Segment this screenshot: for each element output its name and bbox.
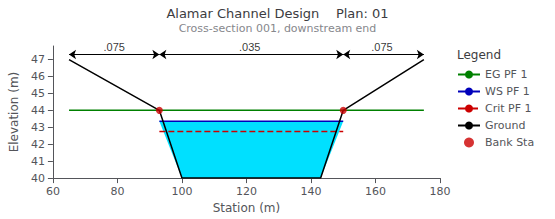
svg-text:WS PF 1: WS PF 1 (485, 85, 530, 98)
svg-text:Crit PF 1: Crit PF 1 (485, 102, 532, 115)
svg-text:Alamar Channel Design Plan:: Alamar Channel Design Plan: 01 (166, 6, 388, 21)
svg-text:Ground: Ground (485, 119, 525, 132)
svg-text:160: 160 (365, 185, 386, 198)
svg-text:180: 180 (430, 185, 451, 198)
svg-text:140: 140 (300, 185, 321, 198)
svg-text:43: 43 (31, 121, 45, 134)
svg-text:EG PF 1: EG PF 1 (485, 68, 527, 81)
svg-text:Bank Sta: Bank Sta (485, 136, 534, 149)
svg-text:.035: .035 (239, 41, 260, 53)
svg-text:.075: .075 (371, 41, 392, 53)
svg-text:44: 44 (31, 104, 45, 117)
svg-text:47: 47 (31, 53, 45, 66)
svg-text:42: 42 (31, 138, 45, 151)
svg-text:80: 80 (110, 185, 124, 198)
svg-text:Legend: Legend (457, 48, 501, 62)
svg-text:Elevation (m): Elevation (m) (7, 72, 21, 153)
svg-text:40: 40 (31, 172, 45, 185)
svg-text:60: 60 (46, 185, 60, 198)
svg-text:Station (m): Station (m) (213, 201, 281, 215)
svg-text:120: 120 (236, 185, 257, 198)
svg-text:100: 100 (171, 185, 192, 198)
svg-text:41: 41 (31, 155, 45, 168)
svg-text:.075: .075 (103, 41, 124, 53)
svg-text:Cross-section 001, downstream: Cross-section 001, downstream end (179, 22, 377, 35)
svg-text:45: 45 (31, 87, 45, 100)
svg-text:46: 46 (31, 70, 45, 83)
